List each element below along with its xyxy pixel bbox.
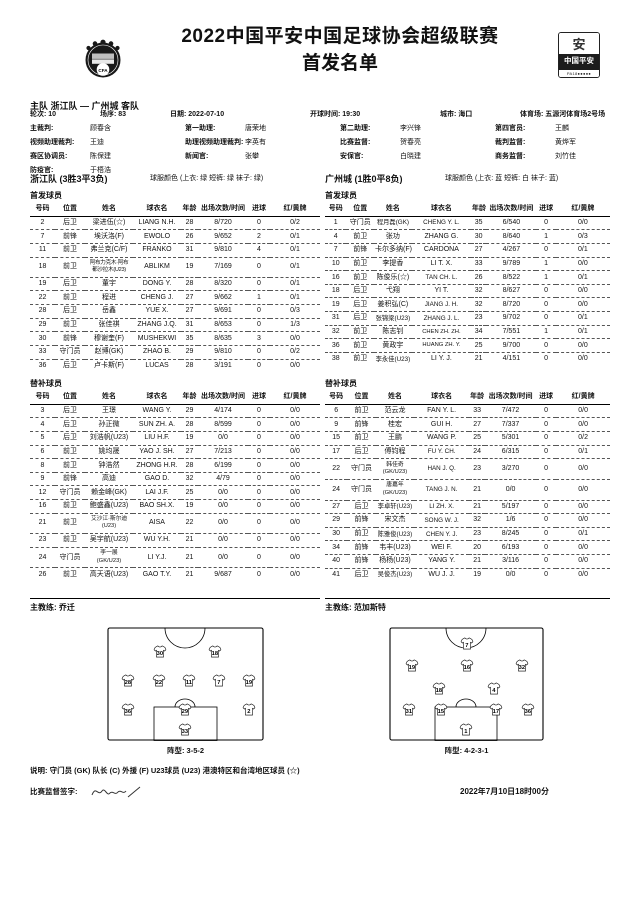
svg-text:36: 36	[125, 709, 131, 715]
svg-text:7: 7	[217, 680, 220, 686]
svg-text:CFA: CFA	[98, 68, 108, 73]
svg-text:36: 36	[525, 709, 531, 715]
svg-text:7: 7	[465, 643, 468, 649]
svg-text:28: 28	[125, 680, 132, 686]
svg-text:15: 15	[438, 709, 445, 715]
svg-text:11: 11	[186, 680, 193, 686]
svg-text:22: 22	[156, 680, 162, 686]
svg-text:19: 19	[246, 680, 252, 686]
svg-text:32: 32	[519, 665, 525, 671]
svg-text:31: 31	[406, 709, 413, 715]
svg-text:16: 16	[464, 665, 470, 671]
svg-text:18: 18	[436, 688, 443, 694]
svg-text:18: 18	[212, 651, 219, 657]
svg-text:33: 33	[182, 729, 188, 735]
svg-text:29: 29	[182, 709, 188, 715]
svg-text:19: 19	[409, 665, 415, 671]
svg-text:30: 30	[157, 651, 163, 657]
svg-text:2: 2	[247, 709, 250, 715]
svg-text:17: 17	[493, 709, 499, 715]
